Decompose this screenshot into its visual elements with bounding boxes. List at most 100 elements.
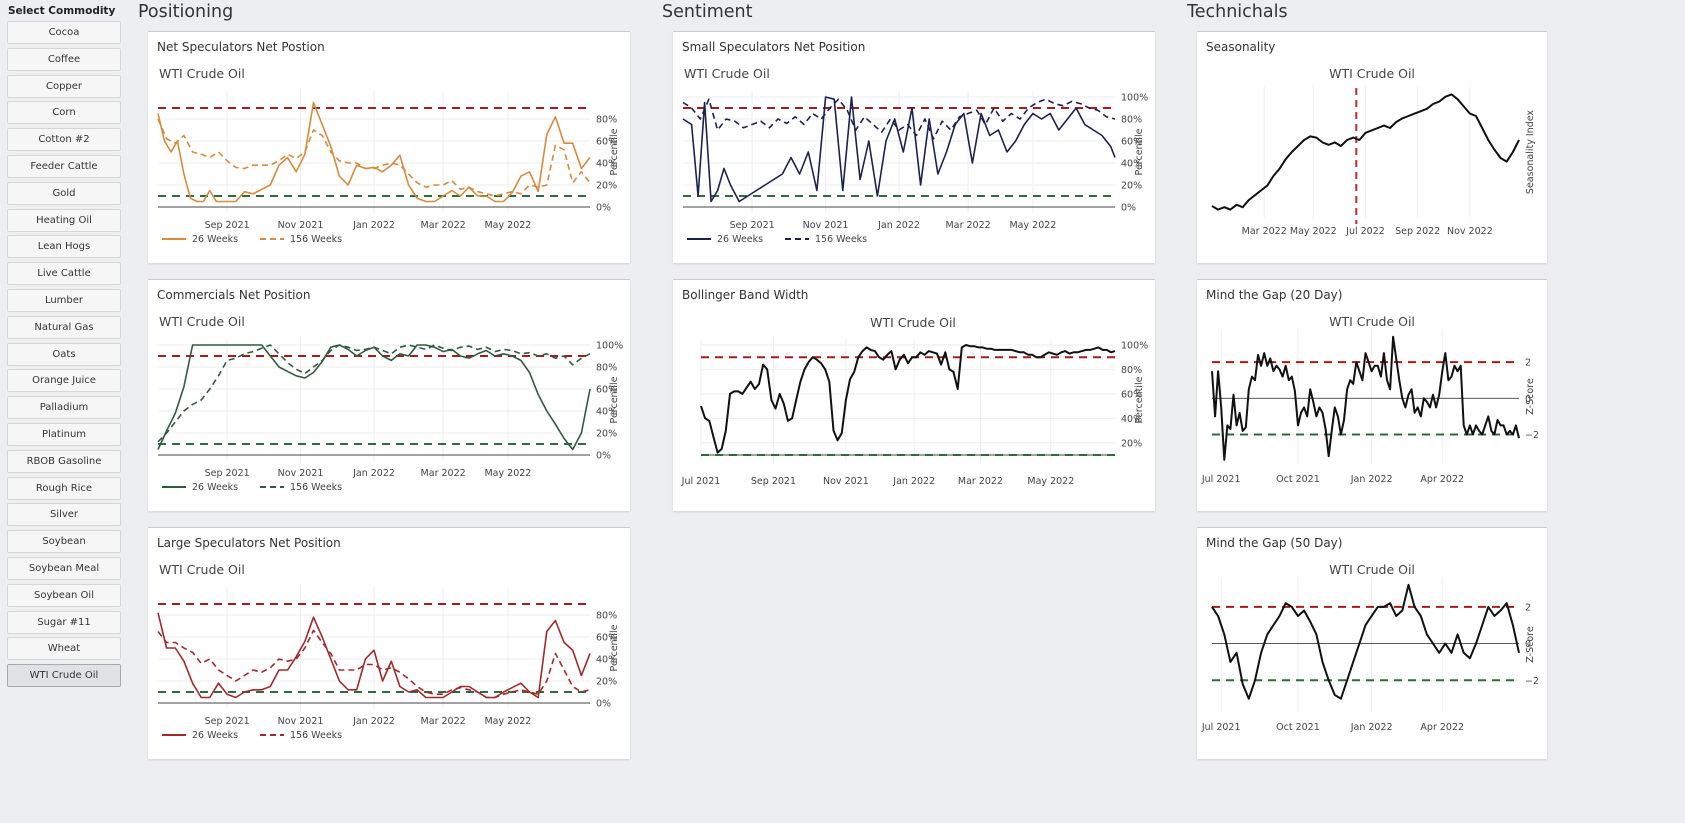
y-tick-label: 60% bbox=[1121, 137, 1142, 148]
x-tick-label: Mar 2022 bbox=[421, 220, 466, 231]
sidebar-title: Select Commodity bbox=[8, 5, 116, 17]
card-large-speculators: Large Speculators Net Position WTI Crude… bbox=[148, 527, 630, 759]
y-tick-label: 60% bbox=[1121, 389, 1142, 400]
x-tick-label: Sep 2022 bbox=[1395, 226, 1440, 237]
y-axis-label: Percentile bbox=[609, 624, 620, 671]
chart-title: WTI Crude Oil bbox=[1329, 562, 1415, 577]
y-axis-label: Z-Score bbox=[1525, 378, 1536, 415]
card-seasonality: Seasonality WTI Crude Oil Mar 2022 May 202… bbox=[1197, 31, 1547, 263]
y-tick-label: 60% bbox=[596, 137, 617, 148]
x-tick-label: Nov 2021 bbox=[278, 468, 324, 479]
chart-title: WTI Crude Oil bbox=[159, 562, 245, 577]
chart-small-speculators: WTI Crude Oil Sep 2021 Nov 2021 Jan 2022 Mar… bbox=[682, 66, 1148, 245]
y-axis-label: Percentile bbox=[609, 128, 620, 175]
commodity-button-feeder-cattle[interactable]: Feeder Cattle bbox=[7, 154, 121, 178]
y-tick-label: 0% bbox=[596, 203, 611, 214]
x-tick-label: Nov 2021 bbox=[823, 476, 869, 487]
x-tick-label: Nov 2021 bbox=[803, 220, 849, 231]
legend-label: 156 Weeks bbox=[290, 234, 342, 245]
x-tick-label: May 2022 bbox=[484, 220, 531, 231]
series-line-z-score bbox=[1211, 335, 1520, 461]
y-tick-label: 40% bbox=[1121, 414, 1142, 425]
commodity-button-lean-hogs[interactable]: Lean Hogs bbox=[7, 235, 121, 259]
card-title: Mind the Gap (50 Day) bbox=[1206, 536, 1343, 550]
card-title: Commercials Net Position bbox=[157, 288, 311, 302]
commodity-button-orange-juice[interactable]: Orange Juice bbox=[7, 369, 121, 393]
commodity-button-cocoa[interactable]: Cocoa bbox=[7, 21, 121, 44]
legend-label: 26 Weeks bbox=[192, 730, 238, 741]
chart-net-speculators: WTI Crude Oil Sep 2021 Nov 2021 Jan 2022 Mar… bbox=[157, 66, 620, 245]
commodity-button-sugar-11[interactable]: Sugar #11 bbox=[7, 610, 121, 634]
card-net-speculators: Net Speculators Net Postion WTI Crude Oi… bbox=[148, 31, 630, 263]
series-line-seasonality bbox=[1211, 93, 1520, 211]
commodity-button-copper[interactable]: Copper bbox=[7, 74, 121, 98]
x-tick-label: Jan 2022 bbox=[352, 716, 395, 727]
card-title: Large Speculators Net Position bbox=[157, 536, 341, 550]
y-tick-label: 100% bbox=[596, 341, 623, 352]
card-title: Net Speculators Net Postion bbox=[157, 40, 325, 54]
series-line-156-weeks bbox=[157, 344, 591, 443]
y-tick-label: −2 bbox=[1525, 676, 1539, 687]
commodity-button-gold[interactable]: Gold bbox=[7, 181, 121, 205]
y-tick-label: 80% bbox=[596, 115, 617, 126]
commodity-button-cotton-2[interactable]: Cotton #2 bbox=[7, 128, 121, 152]
commodity-button-rbob-gasoline[interactable]: RBOB Gasoline bbox=[7, 449, 121, 473]
x-tick-label: Jan 2022 bbox=[1350, 722, 1393, 733]
commodity-button-wti-crude-oil[interactable]: WTI Crude Oil bbox=[7, 664, 121, 688]
commodity-button-heating-oil[interactable]: Heating Oil bbox=[7, 208, 121, 232]
y-tick-label: 80% bbox=[1121, 365, 1142, 376]
commodity-button-palladium[interactable]: Palladium bbox=[7, 396, 121, 420]
commodity-button-lumber[interactable]: Lumber bbox=[7, 288, 121, 312]
commodity-button-corn[interactable]: Corn bbox=[7, 101, 121, 125]
section-technicals: Technichals bbox=[1187, 2, 1288, 22]
chart-gap-50: WTI Crude Oil Jul 2021 Oct 2021 Jan 2022 Apr… bbox=[1201, 562, 1539, 733]
chart-title: WTI Crude Oil bbox=[684, 66, 770, 81]
chart-gap-20: WTI Crude Oil Jul 2021 Oct 2021 Jan 2022 Apr… bbox=[1201, 314, 1539, 485]
card-gap-20: Mind the Gap (20 Day) WTI Crude Oil Jul 2… bbox=[1197, 279, 1547, 511]
x-tick-label: Mar 2022 bbox=[421, 468, 466, 479]
commodity-button-soybean-meal[interactable]: Soybean Meal bbox=[7, 556, 121, 580]
card-title: Bollinger Band Width bbox=[682, 288, 809, 302]
y-tick-label: 0 bbox=[1525, 639, 1531, 650]
series-line-band-width bbox=[700, 344, 1116, 454]
y-tick-label: 0% bbox=[596, 699, 611, 710]
commodity-button-natural-gas[interactable]: Natural Gas bbox=[7, 315, 121, 339]
legend-label: 156 Weeks bbox=[290, 482, 342, 493]
commodity-button-coffee[interactable]: Coffee bbox=[7, 47, 121, 71]
legend-label: 156 Weeks bbox=[290, 730, 342, 741]
x-tick-label: Apr 2022 bbox=[1420, 474, 1464, 485]
card-commercials: Commercials Net Position WTI Crude Oil Se… bbox=[148, 279, 630, 511]
y-tick-label: 80% bbox=[596, 611, 617, 622]
y-tick-label: 100% bbox=[1121, 93, 1148, 104]
legend-label: 26 Weeks bbox=[717, 234, 763, 245]
y-tick-label: 20% bbox=[1121, 181, 1142, 192]
legend-label: 26 Weeks bbox=[192, 482, 238, 493]
commodity-button-platinum[interactable]: Platinum bbox=[7, 422, 121, 446]
y-tick-label: 20% bbox=[596, 677, 617, 688]
x-tick-label: May 2022 bbox=[484, 716, 531, 727]
y-axis-label: Z-Score bbox=[1525, 626, 1536, 663]
y-tick-label: 100% bbox=[1121, 341, 1148, 352]
x-tick-label: Sep 2021 bbox=[205, 220, 250, 231]
x-tick-label: Apr 2022 bbox=[1420, 722, 1464, 733]
x-tick-label: May 2022 bbox=[1290, 226, 1337, 237]
x-tick-label: Nov 2022 bbox=[1447, 226, 1493, 237]
y-axis-label: Percentile bbox=[1134, 128, 1145, 175]
commodity-button-silver[interactable]: Silver bbox=[7, 503, 121, 527]
chart-title: WTI Crude Oil bbox=[870, 315, 956, 330]
commodity-button-live-cattle[interactable]: Live Cattle bbox=[7, 262, 121, 286]
commodity-button-rough-rice[interactable]: Rough Rice bbox=[7, 476, 121, 500]
commodity-button-wheat[interactable]: Wheat bbox=[7, 637, 121, 661]
series-line-26-weeks bbox=[157, 612, 591, 699]
series-line-156-weeks bbox=[157, 629, 591, 699]
x-tick-label: Nov 2021 bbox=[278, 716, 324, 727]
commodity-button-soybean[interactable]: Soybean bbox=[7, 530, 121, 554]
commodity-button-oats[interactable]: Oats bbox=[7, 342, 121, 366]
y-tick-label: 40% bbox=[1121, 159, 1142, 170]
commodity-sidebar: Select Commodity Cocoa Coffee Copper Corn Co… bbox=[7, 0, 124, 691]
x-tick-label: Oct 2021 bbox=[1276, 474, 1320, 485]
y-tick-label: 20% bbox=[596, 181, 617, 192]
series-line-26-weeks bbox=[682, 96, 1116, 203]
y-tick-label: 80% bbox=[1121, 115, 1142, 126]
commodity-button-soybean-oil[interactable]: Soybean Oil bbox=[7, 583, 121, 607]
